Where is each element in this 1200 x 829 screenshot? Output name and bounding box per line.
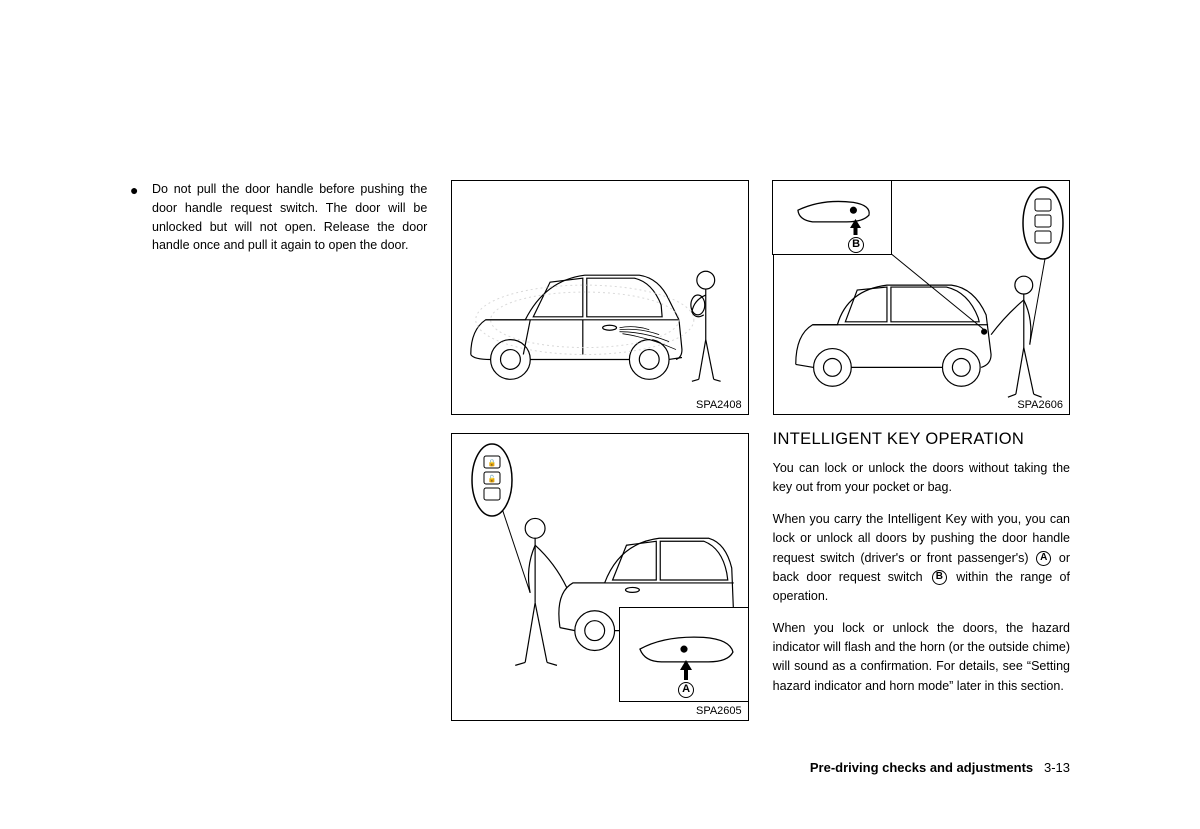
figure-spa2408: SPA2408 bbox=[451, 180, 748, 415]
figure-spa2605: 🔒 🔓 A bbox=[451, 433, 748, 721]
bullet-item: ● Do not pull the door handle before pus… bbox=[130, 180, 427, 255]
bullet-text: Do not pull the door handle before pushi… bbox=[152, 180, 427, 255]
key-fob-icon bbox=[1021, 185, 1065, 261]
section-heading: INTELLIGENT KEY OPERATION bbox=[773, 430, 1070, 449]
bullet-marker: ● bbox=[130, 180, 152, 255]
figure-spa2606: B SPA2606 bbox=[773, 180, 1070, 415]
p2-part-a: When you carry the Intelligent Key with … bbox=[773, 512, 1070, 565]
svg-text:🔒: 🔒 bbox=[488, 459, 497, 467]
inset-handle-detail: B bbox=[772, 180, 892, 255]
center-column: SPA2408 bbox=[451, 180, 748, 721]
figure-id-label: SPA2408 bbox=[694, 399, 744, 411]
footer-page: 3-13 bbox=[1044, 760, 1070, 775]
footer-section: Pre-driving checks and adjustments bbox=[810, 760, 1033, 775]
callout-a: A bbox=[678, 680, 694, 698]
left-column: ● Do not pull the door handle before pus… bbox=[130, 180, 427, 721]
figure-id-label: SPA2606 bbox=[1015, 399, 1065, 411]
page-footer: Pre-driving checks and adjustments 3-13 bbox=[810, 760, 1070, 775]
inset-handle-detail: A bbox=[619, 607, 749, 702]
figure-id-label: SPA2605 bbox=[694, 705, 744, 717]
paragraph-1: You can lock or unlock the doors without… bbox=[773, 459, 1070, 498]
svg-text:🔓: 🔓 bbox=[488, 474, 497, 483]
key-fob-icon: 🔒 🔓 bbox=[470, 442, 514, 518]
paragraph-3: When you lock or unlock the doors, the h… bbox=[773, 619, 1070, 697]
right-column: B SPA2606 INTELLIGENT KEY OPERATION You … bbox=[773, 180, 1070, 721]
circled-b: B bbox=[932, 570, 947, 585]
callout-b: B bbox=[848, 235, 864, 253]
circled-a: A bbox=[1036, 551, 1051, 566]
arrow-up-icon bbox=[849, 219, 862, 235]
arrow-up-icon bbox=[679, 660, 693, 680]
paragraph-2: When you carry the Intelligent Key with … bbox=[773, 510, 1070, 607]
